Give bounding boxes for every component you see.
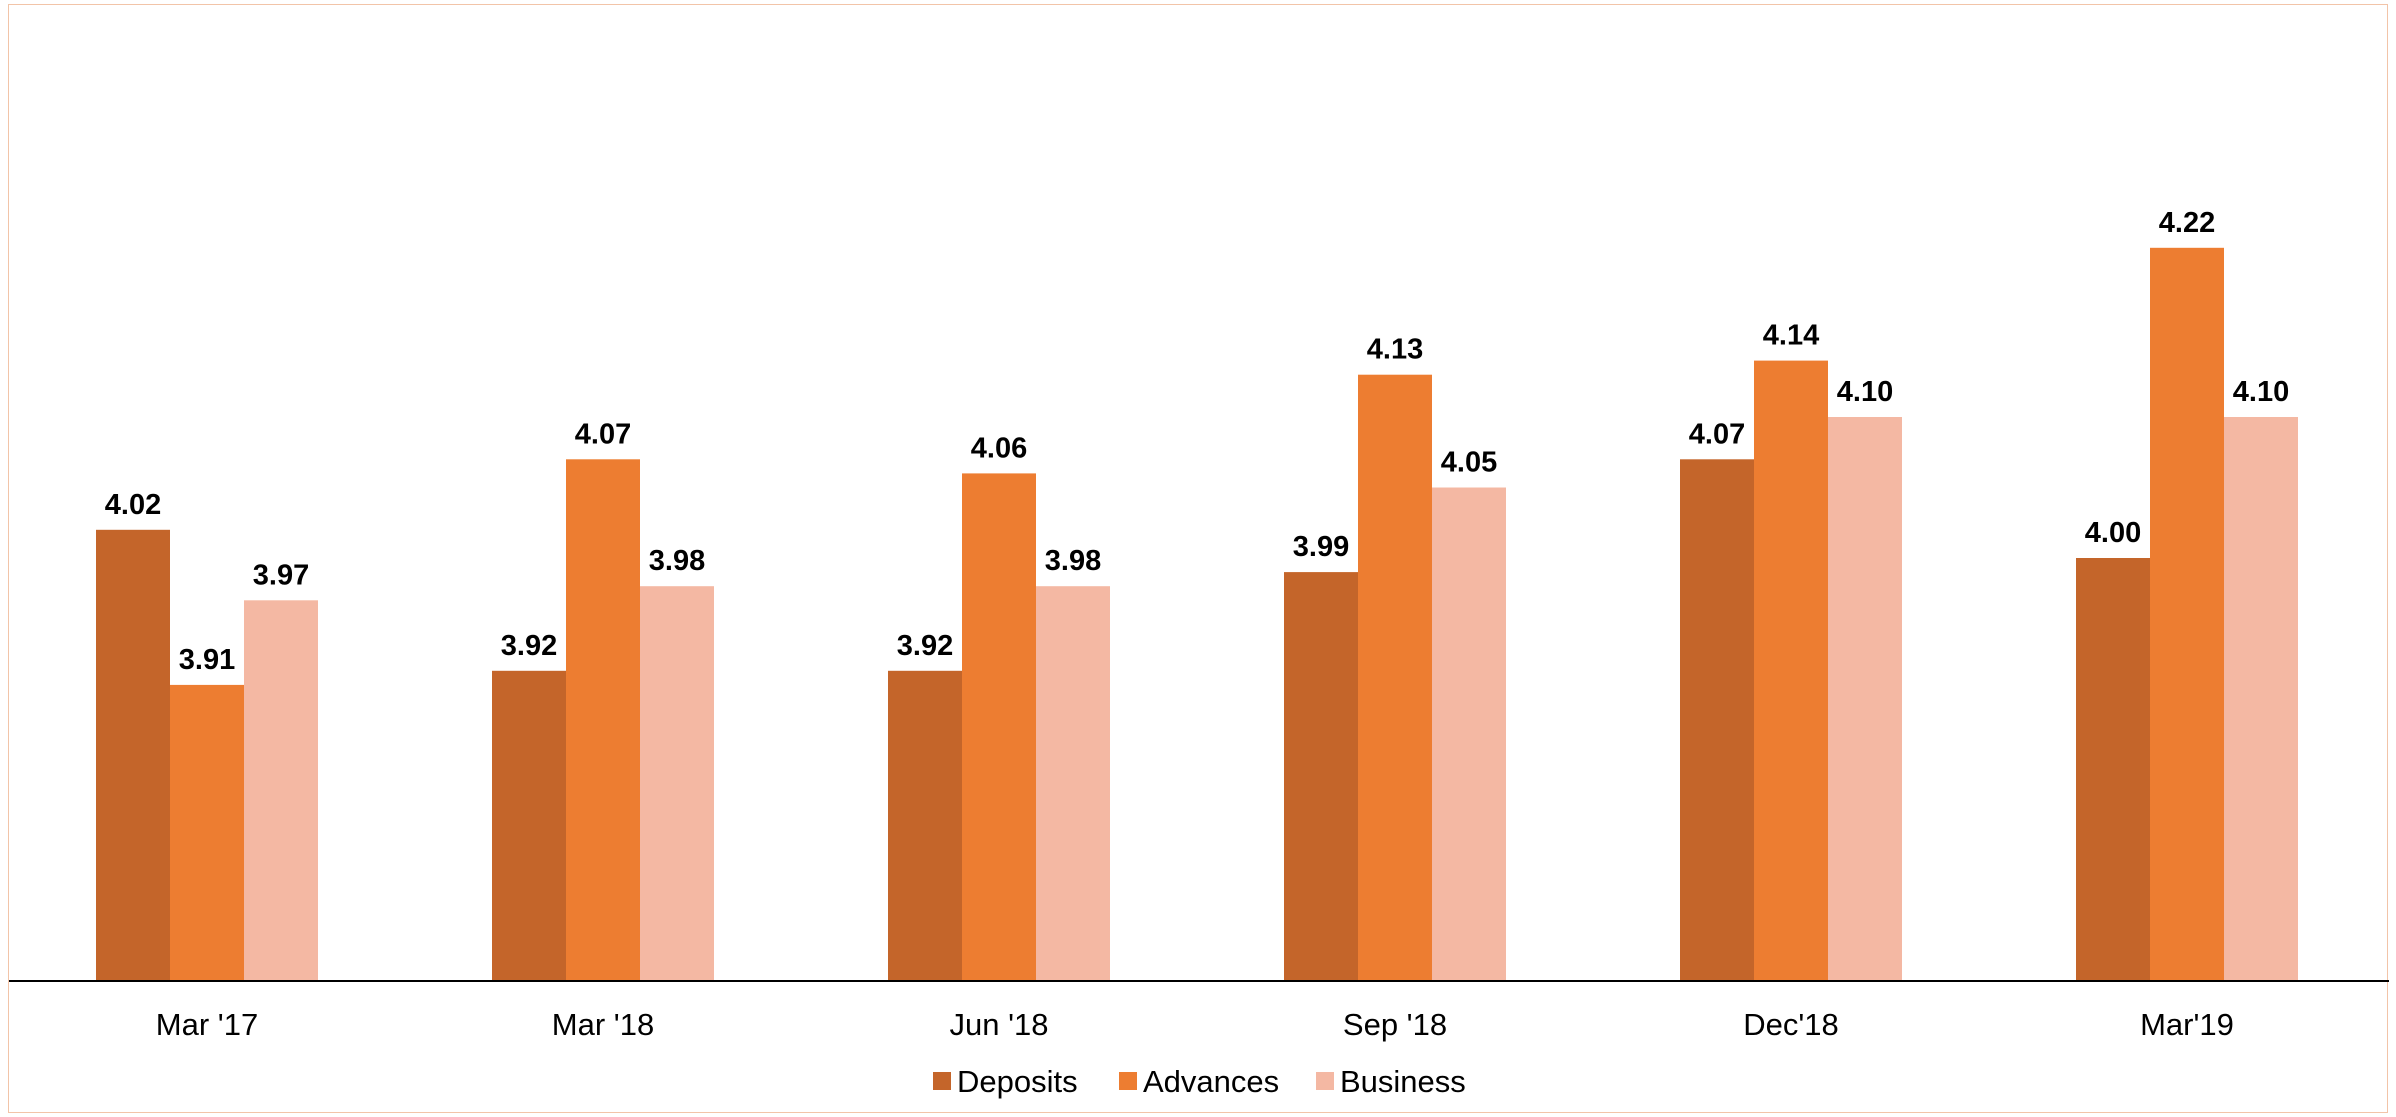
legend-swatch-advances (1119, 1072, 1137, 1090)
legend-label-deposits: Deposits (957, 1064, 1078, 1099)
legend-label-business: Business (1340, 1064, 1466, 1099)
bar-business-sep-18 (1432, 487, 1506, 981)
x-tick-labels: Mar '17 Mar '18 Jun '18 Sep '18 Dec'18 Mar'19 (156, 1007, 2234, 1042)
bar-deposits-mar-17 (96, 529, 170, 981)
bar-advances-mar-17 (170, 684, 244, 981)
legend-label-advances: Advances (1143, 1064, 1279, 1099)
data-label-advances-sep-18: 4.13 (1367, 334, 1423, 366)
data-label-business-dec-18: 4.10 (1837, 376, 1893, 408)
x-tick-label-dec-18: Dec'18 (1743, 1007, 1839, 1042)
x-tick-label-mar-18: Mar '18 (552, 1007, 654, 1042)
bar-business-mar-19 (2224, 417, 2298, 981)
data-label-business-mar-19: 4.10 (2233, 376, 2289, 408)
data-label-deposits-mar-19: 4.00 (2085, 517, 2141, 549)
bars-layer (96, 247, 2298, 982)
bar-business-jun-18 (1036, 586, 1110, 981)
bar-deposits-sep-18 (1284, 572, 1358, 981)
data-label-advances-mar-18: 4.07 (575, 418, 631, 450)
data-label-deposits-sep-18: 3.99 (1293, 531, 1349, 563)
bar-advances-jun-18 (962, 473, 1036, 981)
bar-advances-mar-18 (566, 459, 640, 981)
bar-advances-sep-18 (1358, 374, 1432, 981)
bar-business-mar-18 (640, 586, 714, 981)
x-tick-label-sep-18: Sep '18 (1343, 1007, 1447, 1042)
data-labels-layer: 4.02 3.91 3.97 3.92 4.07 3.98 3.92 4.06 3.98 3.99… (105, 207, 2289, 676)
data-label-deposits-jun-18: 3.92 (897, 630, 953, 662)
data-label-advances-jun-18: 4.06 (971, 432, 1027, 464)
bar-advances-mar-19 (2150, 247, 2224, 982)
chart-frame: 4.02 3.91 3.97 3.92 4.07 3.98 3.92 4.06 3.98 3.99… (8, 4, 2389, 1113)
legend: Deposits Advances Business (933, 1064, 1466, 1099)
data-label-deposits-mar-17: 4.02 (105, 489, 161, 521)
data-label-deposits-dec-18: 4.07 (1689, 418, 1745, 450)
data-label-advances-mar-17: 3.91 (179, 644, 235, 676)
bar-business-mar-17 (244, 600, 318, 981)
bar-deposits-dec-18 (1680, 459, 1754, 981)
bar-deposits-jun-18 (888, 670, 962, 981)
data-label-business-mar-18: 3.98 (649, 545, 705, 577)
data-label-advances-mar-19: 4.22 (2159, 207, 2215, 239)
data-label-business-sep-18: 4.05 (1441, 447, 1497, 479)
bar-deposits-mar-19 (2076, 558, 2150, 981)
data-label-business-jun-18: 3.98 (1045, 545, 1101, 577)
legend-swatch-business (1316, 1072, 1334, 1090)
x-tick-label-mar-19: Mar'19 (2140, 1007, 2234, 1042)
bar-chart: 4.02 3.91 3.97 3.92 4.07 3.98 3.92 4.06 3.98 3.99… (9, 207, 2389, 1099)
data-label-business-mar-17: 3.97 (253, 559, 309, 591)
bar-advances-dec-18 (1754, 360, 1828, 982)
bar-deposits-mar-18 (492, 670, 566, 981)
x-tick-label-jun-18: Jun '18 (950, 1007, 1049, 1042)
legend-swatch-deposits (933, 1072, 951, 1090)
x-tick-label-mar-17: Mar '17 (156, 1007, 258, 1042)
data-label-advances-dec-18: 4.14 (1763, 320, 1819, 352)
data-label-deposits-mar-18: 3.92 (501, 630, 557, 662)
bar-business-dec-18 (1828, 417, 1902, 981)
